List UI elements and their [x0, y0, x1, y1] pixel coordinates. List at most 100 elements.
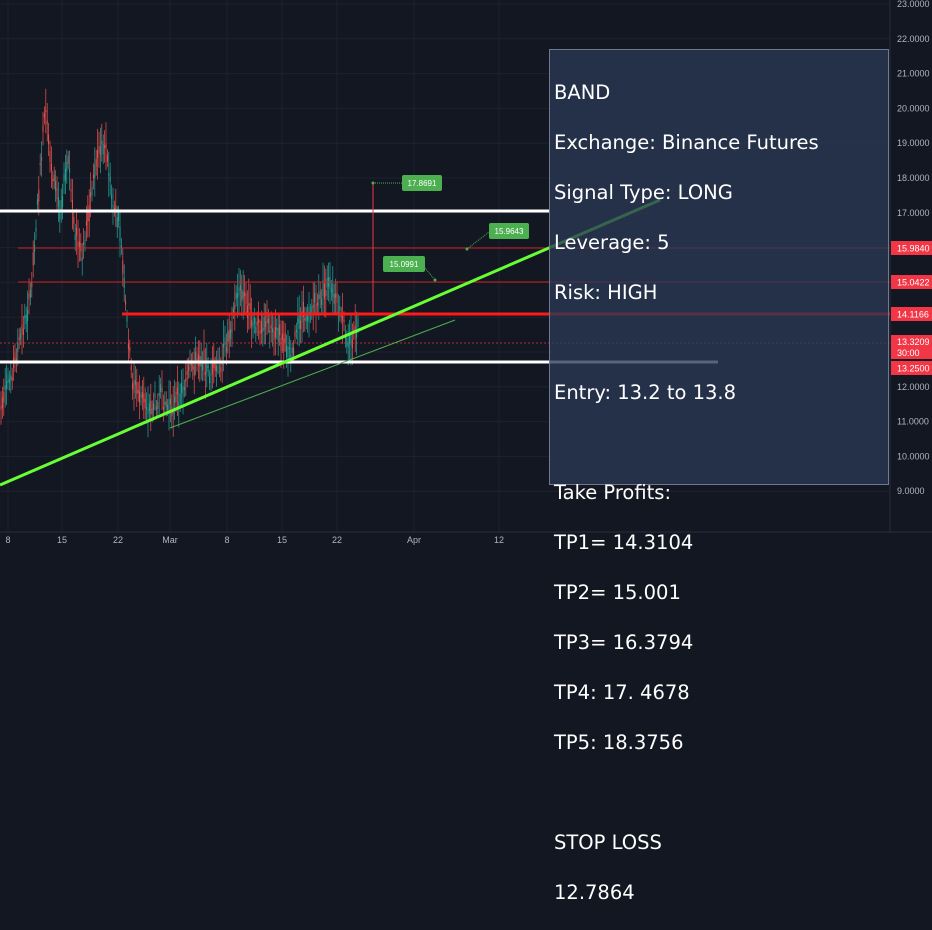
candle-body: [203, 349, 205, 361]
candle-body: [98, 146, 100, 153]
candle-body: [183, 387, 185, 390]
candle-body: [67, 156, 69, 164]
price-tag-15042-text: 15.0422: [897, 278, 930, 288]
candle-body: [112, 204, 114, 208]
candle-body: [249, 303, 251, 310]
signal-exchange: Exchange: Binance Futures: [554, 131, 819, 154]
candle-body: [49, 151, 51, 163]
time-axis[interactable]: 8 15 22 Mar 8 15 22 Apr 12: [5, 535, 504, 545]
candle-body: [318, 295, 320, 300]
candle-body: [263, 317, 265, 331]
thin-trendline[interactable]: [169, 319, 456, 429]
candle-body: [157, 401, 159, 410]
price-axis-tick: 19.0000: [897, 138, 930, 148]
time-axis-tick: 12: [494, 535, 504, 545]
price-axis-tick: 17.0000: [897, 208, 930, 218]
candle-body: [134, 380, 136, 385]
candle-body: [161, 388, 163, 393]
candle-body: [137, 389, 139, 394]
candle-body: [342, 316, 344, 321]
candle-body: [97, 150, 99, 158]
time-axis-tick: 8: [5, 535, 10, 545]
candle-body: [150, 400, 152, 414]
candle-body: [167, 404, 169, 411]
candle-body: [272, 328, 274, 333]
candle-body: [90, 192, 92, 198]
candle-body: [224, 337, 226, 346]
candle-body: [294, 331, 296, 337]
candle-body: [69, 168, 71, 173]
candle-body: [232, 308, 234, 313]
candle-body: [66, 161, 68, 172]
candle-body: [181, 382, 183, 393]
candle-body: [111, 195, 113, 199]
candle-body: [141, 392, 143, 399]
candle-body: [29, 289, 31, 297]
candle-body: [46, 120, 48, 124]
candle-body: [270, 325, 272, 329]
candle-body: [287, 347, 289, 360]
spacer: [554, 430, 888, 455]
candle-body: [25, 314, 27, 325]
candle-body: [127, 343, 129, 349]
candle-body: [88, 205, 90, 221]
candle-body: [274, 327, 276, 338]
candle-body: [104, 145, 106, 148]
candle-body: [78, 241, 80, 249]
annotation-label-17869[interactable]: 17.8691: [402, 175, 442, 191]
candle-body: [209, 376, 211, 384]
candle-body: [214, 363, 216, 371]
candle-body: [335, 293, 337, 298]
candle-body: [179, 393, 181, 403]
candle-body: [77, 241, 79, 247]
candle-body: [99, 145, 101, 155]
candle-body: [169, 398, 171, 405]
candle-body: [118, 212, 120, 222]
candle-body: [27, 309, 29, 322]
candle-body: [174, 396, 176, 403]
candle-body: [316, 303, 318, 306]
candle-body: [11, 377, 13, 381]
candle-body: [230, 329, 232, 339]
annotation-label-15099[interactable]: 15.0991: [383, 256, 425, 272]
candle-body: [53, 174, 55, 181]
candle-body: [52, 178, 54, 182]
signal-risk: Risk: HIGH: [554, 281, 658, 304]
candle-body: [291, 347, 293, 353]
candle-body: [20, 333, 22, 339]
candle-body: [298, 312, 300, 329]
time-axis-tick: 22: [113, 535, 123, 545]
candle-body: [326, 278, 328, 288]
candle-body: [210, 373, 212, 376]
candle-body: [106, 154, 108, 162]
annotation-label-15964[interactable]: 15.9643: [489, 223, 529, 239]
candle-body: [350, 334, 352, 346]
candle-body: [105, 143, 107, 149]
candle-body: [108, 173, 110, 176]
candle-body: [265, 321, 267, 328]
candle-body: [216, 365, 218, 372]
candle-body: [0, 405, 2, 411]
stop-loss-title: STOP LOSS: [554, 831, 662, 854]
candle-body: [146, 406, 148, 410]
candle-body: [239, 285, 241, 291]
candle-body: [333, 294, 335, 304]
annotation-label-17869-text: 17.8691: [408, 179, 437, 188]
candle-body: [83, 242, 85, 245]
candle-body: [329, 277, 331, 289]
candle-body: [259, 330, 261, 335]
candle-body: [140, 394, 142, 397]
candle-body: [211, 361, 213, 374]
candle-body: [227, 331, 229, 342]
candle-body: [253, 317, 255, 324]
candle-body: [81, 257, 83, 261]
candle-body: [228, 330, 230, 342]
annotation-label-15964-text: 15.9643: [495, 227, 524, 236]
candle-body: [347, 342, 349, 348]
candle-body: [248, 303, 250, 306]
candle-body: [295, 329, 297, 332]
candle-body: [206, 358, 208, 373]
countdown-text: 30:00: [897, 348, 920, 358]
candle-body: [311, 306, 313, 313]
candle-body: [325, 290, 327, 296]
